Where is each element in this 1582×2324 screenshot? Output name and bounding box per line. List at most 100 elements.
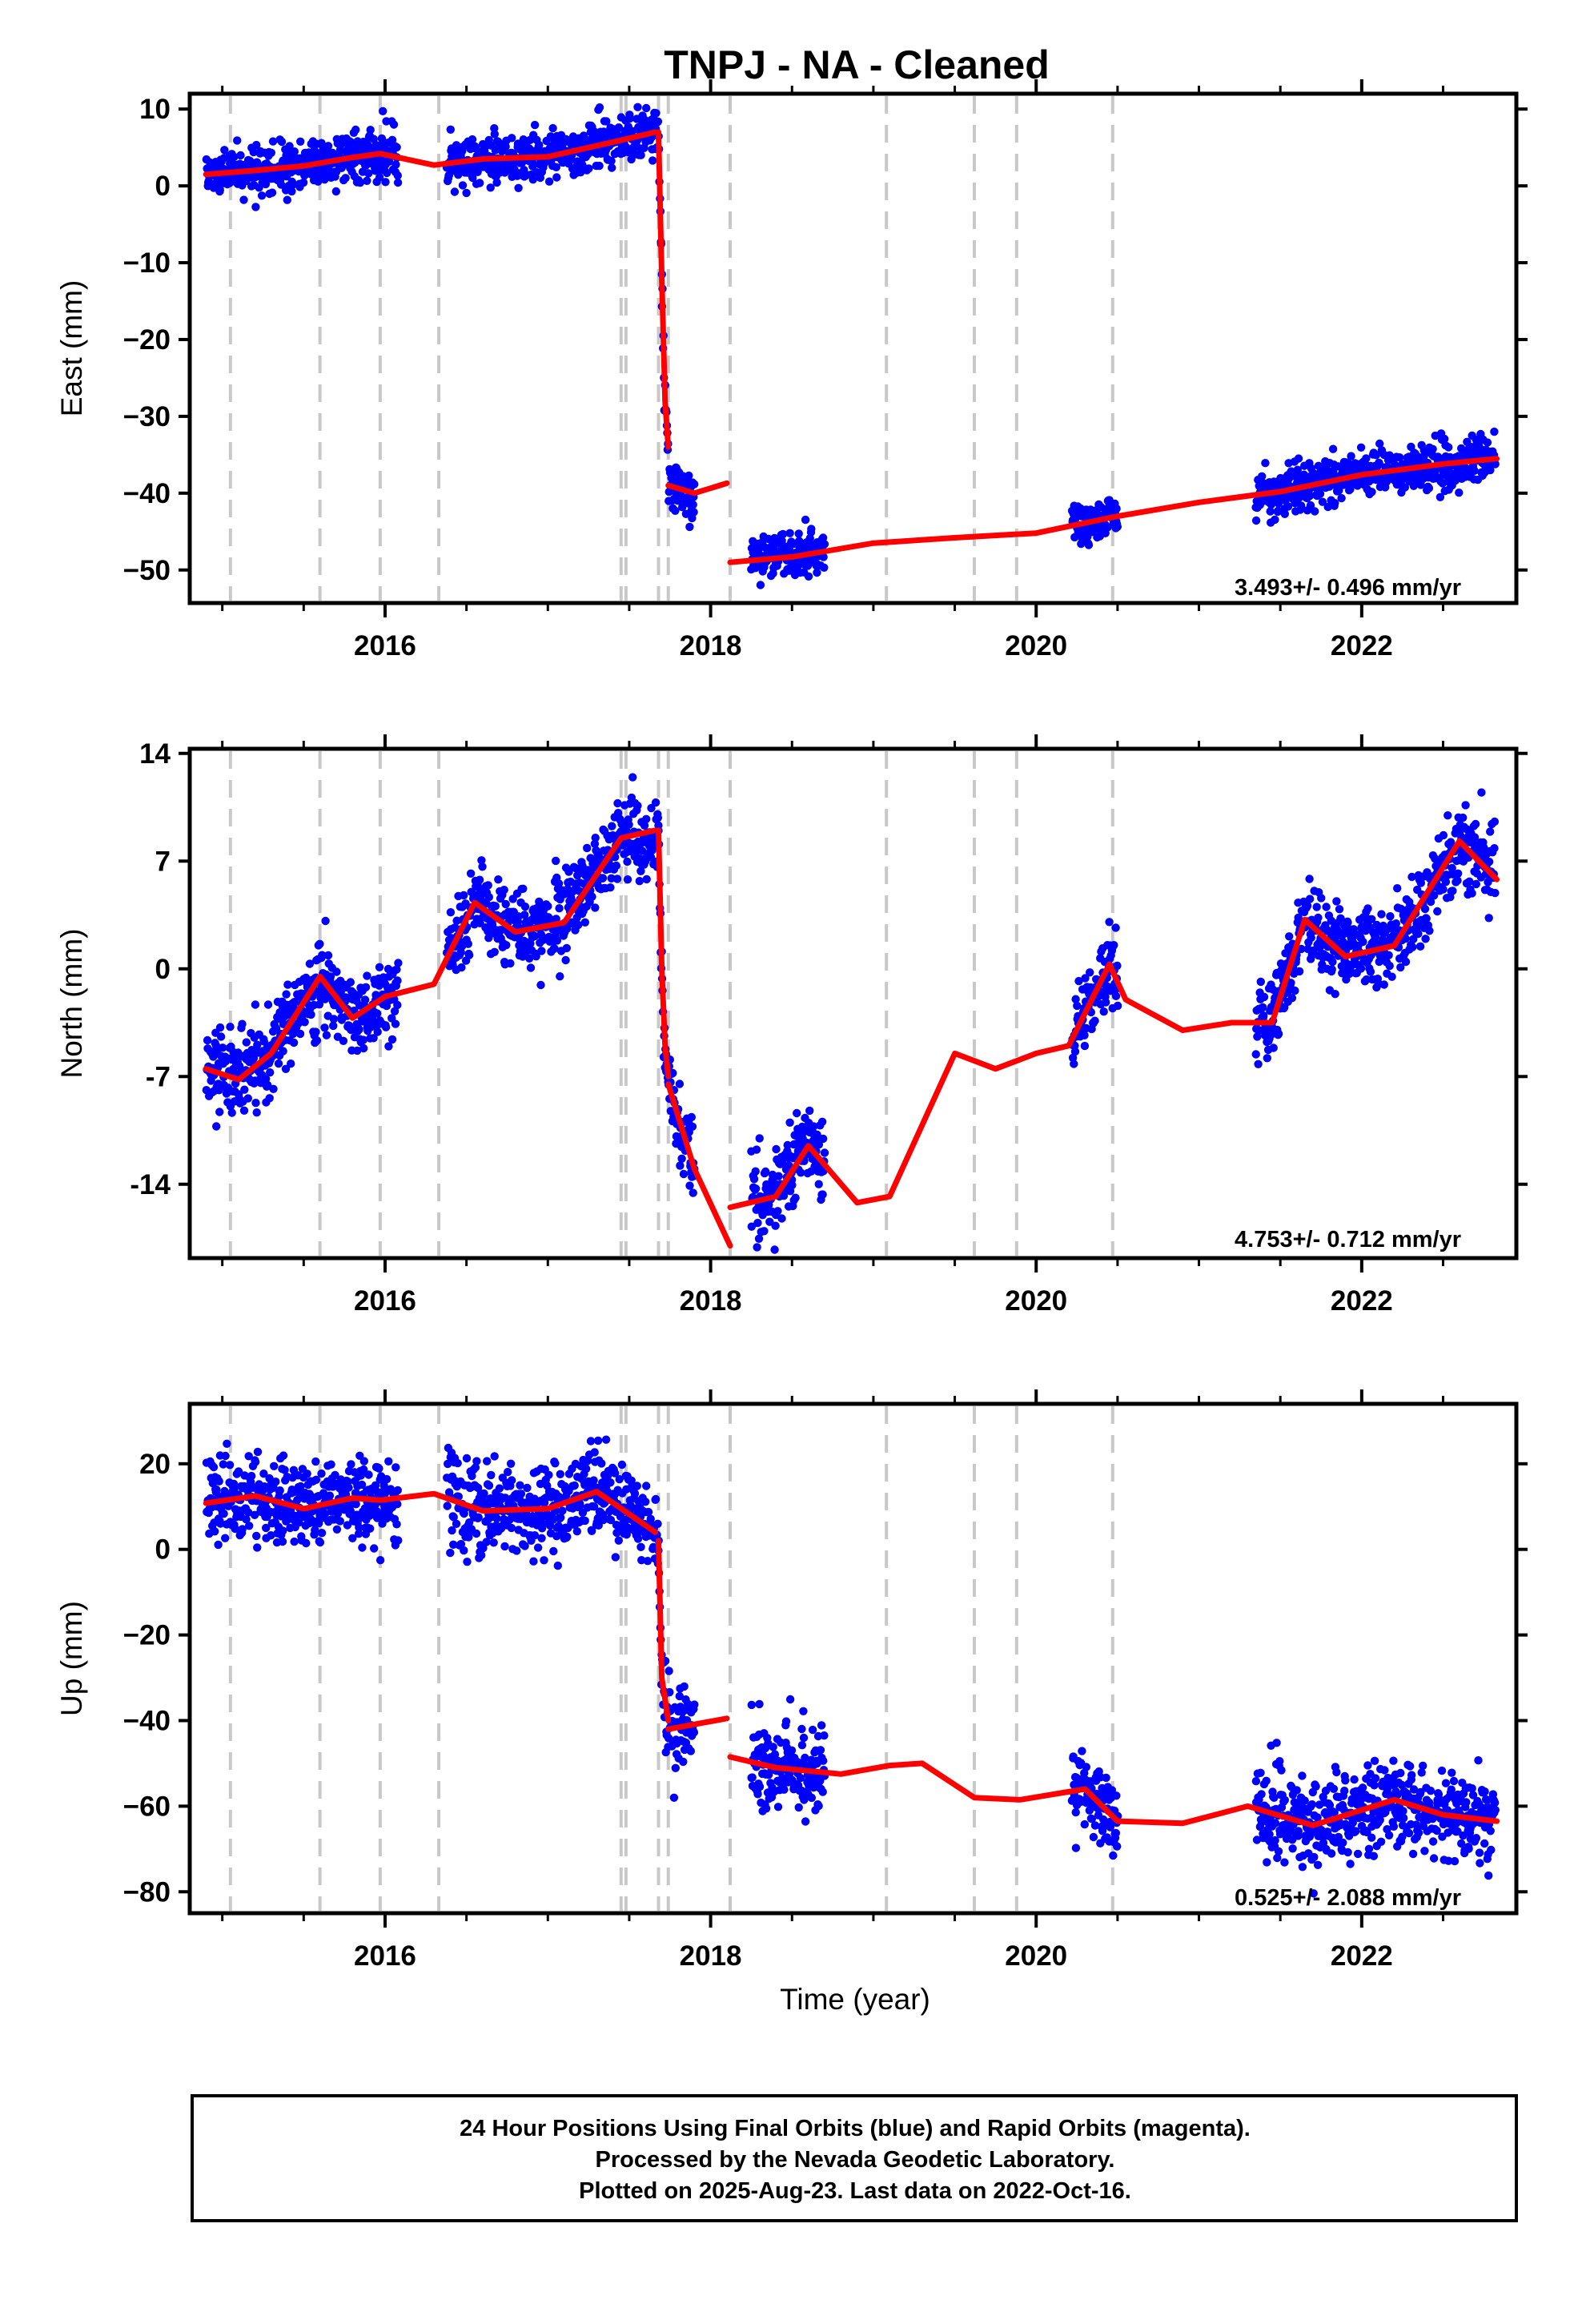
- north-event-lines: [228, 751, 1114, 1256]
- north-point: [259, 1037, 268, 1046]
- east-y-tick-label: 0: [155, 171, 171, 202]
- north-point: [809, 1122, 818, 1131]
- north-point: [360, 995, 370, 1004]
- east-point: [393, 178, 403, 187]
- east-point: [490, 130, 499, 139]
- east-point: [633, 103, 642, 111]
- up-point: [453, 1458, 462, 1468]
- north-point: [1472, 879, 1481, 889]
- up-point: [327, 1460, 335, 1469]
- north-point: [608, 822, 616, 830]
- up-point: [799, 1733, 809, 1743]
- north-point: [624, 820, 633, 830]
- north-point: [554, 879, 564, 888]
- east-point: [267, 188, 277, 197]
- north-point: [1307, 933, 1315, 943]
- up-point: [799, 1707, 808, 1715]
- east-point: [653, 117, 663, 126]
- up-point: [817, 1721, 826, 1730]
- east-point: [366, 126, 375, 135]
- up-point: [816, 1746, 825, 1755]
- up-point: [755, 1782, 765, 1791]
- up-point: [477, 1550, 486, 1560]
- up-point: [601, 1435, 611, 1444]
- north-point: [818, 1134, 828, 1144]
- east-point: [468, 173, 477, 183]
- east-point: [1315, 489, 1325, 498]
- north-point: [1439, 885, 1447, 894]
- east-point: [1271, 515, 1279, 525]
- up-point: [1262, 1776, 1271, 1785]
- up-point: [448, 1526, 456, 1535]
- east-point: [813, 568, 821, 577]
- east-point: [381, 178, 390, 187]
- north-model-segment-0: [203, 827, 658, 1083]
- up-point: [335, 1517, 344, 1526]
- up-point: [588, 1526, 596, 1536]
- north-point: [1327, 916, 1336, 925]
- north-point: [622, 826, 631, 835]
- east-y-tick-label: −20: [123, 324, 171, 356]
- up-point: [234, 1467, 243, 1476]
- north-point: [1441, 878, 1451, 887]
- north-point: [320, 1023, 329, 1032]
- north-point: [477, 856, 486, 865]
- east-point: [671, 506, 680, 515]
- up-point: [375, 1464, 383, 1473]
- east-point: [608, 163, 616, 172]
- north-point: [598, 874, 608, 883]
- up-point: [516, 1490, 526, 1498]
- north-point: [274, 1059, 283, 1068]
- east-point: [287, 187, 296, 196]
- north-point: [588, 892, 596, 901]
- up-point: [680, 1682, 689, 1691]
- east-point: [1258, 472, 1267, 480]
- up-point: [443, 1502, 452, 1510]
- north-point: [1287, 979, 1295, 987]
- up-point: [572, 1527, 581, 1536]
- north-point: [1391, 919, 1401, 928]
- east-point: [1367, 488, 1376, 497]
- north-point: [1490, 817, 1500, 826]
- up-point: [630, 1489, 640, 1498]
- north-point: [751, 1167, 760, 1176]
- up-point: [818, 1787, 827, 1796]
- up-point: [247, 1471, 256, 1481]
- up-point: [641, 1498, 650, 1506]
- north-point: [1484, 857, 1494, 866]
- north-point: [530, 931, 540, 941]
- east-point: [756, 581, 765, 589]
- east-point: [1297, 501, 1306, 510]
- north-point: [464, 951, 474, 959]
- up-point: [523, 1483, 532, 1493]
- north-point: [1269, 1043, 1278, 1052]
- north-point: [1074, 976, 1083, 986]
- up-point: [807, 1793, 816, 1803]
- north-point: [265, 1094, 274, 1103]
- up-point: [357, 1480, 367, 1490]
- up-point: [500, 1542, 509, 1551]
- north-point: [339, 1036, 348, 1046]
- up-point: [597, 1459, 606, 1468]
- up-point: [231, 1524, 239, 1534]
- east-point: [1266, 507, 1275, 516]
- up-point: [801, 1817, 810, 1826]
- up-point: [643, 1557, 652, 1566]
- north-point: [638, 846, 647, 855]
- figure-title: TNPJ - NA - Cleaned: [664, 42, 1050, 87]
- north-point: [679, 1169, 689, 1179]
- north-point: [1362, 975, 1371, 984]
- up-point: [570, 1481, 579, 1490]
- north-point: [251, 1000, 260, 1009]
- east-point: [1251, 516, 1261, 525]
- east-point: [1267, 500, 1276, 509]
- up-point: [586, 1437, 596, 1445]
- north-point: [1433, 907, 1442, 916]
- east-point: [1283, 502, 1293, 511]
- north-point: [318, 951, 327, 959]
- north-point: [203, 1035, 212, 1045]
- east-point: [690, 480, 699, 489]
- east-point: [1356, 443, 1366, 452]
- north-point: [1408, 943, 1417, 952]
- north-point: [791, 1193, 800, 1202]
